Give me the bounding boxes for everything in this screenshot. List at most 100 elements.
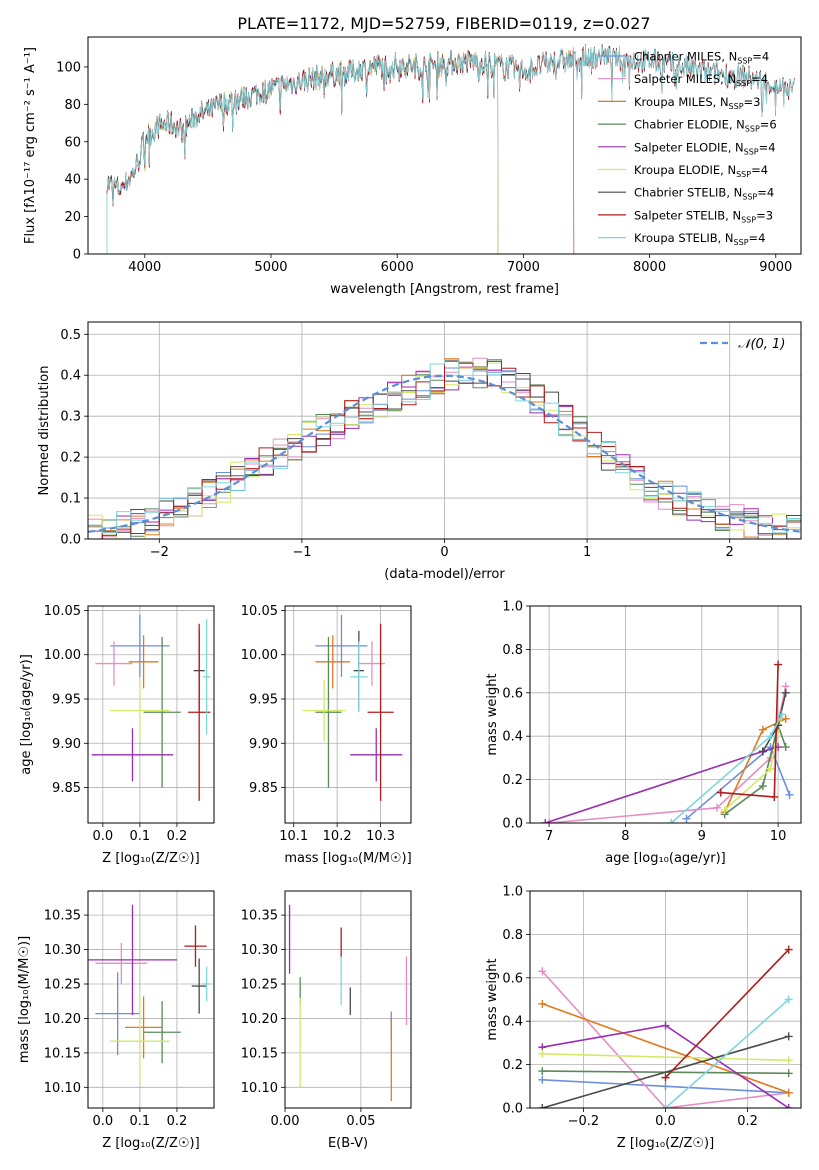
y-tick-label: 0.6 bbox=[502, 686, 523, 701]
y-tick-label: 9.90 bbox=[249, 737, 278, 752]
weight-line-kroupa-elodie bbox=[542, 1053, 789, 1062]
y-tick-label: 0.1 bbox=[60, 492, 81, 507]
x-axis-label: Z [log₁₀(Z/Z☉)] bbox=[617, 1136, 714, 1151]
weight-marker-chabrier-stelib bbox=[538, 1104, 547, 1108]
y-tick-label: 10.30 bbox=[44, 943, 81, 958]
legend-label-chabrier-stelib: Chabrier STELIB, NSSP=4 bbox=[634, 186, 774, 202]
weight-marker-kroupa-elodie bbox=[538, 1049, 547, 1058]
x-tick-label: 6000 bbox=[381, 260, 414, 275]
y-tick-label: 40 bbox=[64, 173, 81, 188]
axes-frame bbox=[87, 605, 215, 824]
y-tick-label: 0.2 bbox=[502, 1058, 523, 1073]
weight-marker-salpeter-elodie bbox=[661, 1021, 670, 1030]
y-tick-label: 0.8 bbox=[502, 928, 523, 943]
weight-marker-chabrier-miles bbox=[661, 1082, 670, 1091]
x-tick-label: 10.1 bbox=[279, 829, 308, 844]
y-tick-label: 10.35 bbox=[44, 909, 81, 924]
x-tick-label: 5000 bbox=[254, 260, 287, 275]
y-tick-label: 9.95 bbox=[52, 693, 81, 708]
y-tick-label: 60 bbox=[64, 135, 81, 150]
x-tick-label: 0.2 bbox=[167, 1114, 188, 1129]
y-tick-label: 0.5 bbox=[60, 328, 81, 343]
weight-marker-chabrier-miles bbox=[682, 814, 691, 823]
weight-marker-kroupa-stelib bbox=[667, 819, 676, 823]
weight-line-salpeter-elodie bbox=[545, 746, 779, 823]
axes-frame bbox=[284, 890, 412, 1109]
x-axis-label: Z [log₁₀(Z/Z☉)] bbox=[102, 851, 199, 866]
x-tick-label: 10.2 bbox=[323, 829, 352, 844]
legend-label-salpeter-elodie: Salpeter ELODIE, NSSP=4 bbox=[634, 140, 776, 156]
y-tick-label: 0.2 bbox=[60, 451, 81, 466]
y-tick-label: 0.0 bbox=[502, 817, 523, 832]
weight-marker-kroupa-stelib bbox=[784, 995, 793, 1004]
plot-area bbox=[302, 614, 403, 801]
y-tick-label: 10.05 bbox=[44, 604, 81, 619]
weight-marker-chabrier-stelib bbox=[781, 688, 790, 697]
y-tick-label: 0.0 bbox=[60, 533, 81, 548]
y-tick-label: 0.8 bbox=[502, 643, 523, 658]
x-tick-label: 7 bbox=[545, 829, 553, 844]
weight-marker-salpeter-stelib bbox=[661, 1073, 670, 1082]
x-tick-label: −0.2 bbox=[568, 1114, 600, 1129]
weight-line-kroupa-miles bbox=[542, 1003, 789, 1094]
y-tick-label: 20 bbox=[64, 210, 81, 225]
y-tick-label: 10.10 bbox=[44, 1081, 81, 1096]
legend-label-salpeter-stelib: Salpeter STELIB, NSSP=3 bbox=[634, 208, 773, 224]
y-tick-label: 0.4 bbox=[502, 730, 523, 745]
gaussian-reference-line bbox=[88, 374, 801, 533]
weight-marker-salpeter-stelib bbox=[716, 788, 725, 797]
y-tick-label: 10.05 bbox=[241, 604, 278, 619]
panel-mass-vs-Z: 0.0 0.1 0.2 10.10 10.15 10.20 10.25 10.30 10.35 Z… bbox=[17, 890, 215, 1151]
y-axis-label: mass [log₁₀(M/M☉)] bbox=[17, 936, 32, 1063]
weight-line-chabrier-stelib bbox=[542, 1035, 789, 1108]
hist-kroupa-stelib bbox=[88, 359, 801, 534]
y-tick-label: 10.10 bbox=[241, 1081, 278, 1096]
axes-frame bbox=[87, 321, 802, 540]
spectrum-line-kroupa-miles bbox=[106, 49, 575, 254]
plot-area bbox=[91, 614, 211, 801]
axes-frame bbox=[284, 605, 412, 824]
y-tick-label: 9.95 bbox=[249, 693, 278, 708]
x-tick-label: 0.1 bbox=[130, 1114, 151, 1129]
weight-marker-salpeter-stelib bbox=[770, 792, 779, 801]
panel-weight-vs-age: 7 8 9 10 0.0 0.2 0.4 0.6 0.8 1.0 age [log₁₀(age/yr… bbox=[485, 600, 802, 866]
y-tick-label: 10.35 bbox=[241, 909, 278, 924]
weight-marker-kroupa-miles bbox=[781, 714, 790, 723]
x-tick-label: 8 bbox=[621, 829, 629, 844]
y-axis-label: Normed distribution bbox=[37, 366, 52, 496]
x-tick-label: 9 bbox=[698, 829, 706, 844]
weight-marker-kroupa-stelib bbox=[661, 1104, 670, 1108]
y-tick-label: 1.0 bbox=[502, 885, 523, 900]
x-tick-label: 0.1 bbox=[130, 829, 151, 844]
axes-frame bbox=[529, 605, 802, 824]
y-axis-label: mass weight bbox=[485, 673, 500, 755]
y-tick-label: 0.6 bbox=[502, 971, 523, 986]
weight-marker-salpeter-miles bbox=[538, 967, 547, 976]
y-tick-label: 0.4 bbox=[60, 369, 81, 384]
weight-marker-kroupa-elodie bbox=[784, 1056, 793, 1065]
weight-line-salpeter-stelib bbox=[664, 949, 790, 1079]
y-tick-label: 80 bbox=[64, 98, 81, 113]
weight-marker-kroupa-stelib bbox=[766, 732, 775, 741]
legend-label-gaussian: 𝒩(0, 1) bbox=[738, 337, 785, 352]
x-tick-label: 7000 bbox=[507, 260, 540, 275]
panel-age-vs-Z: 0.0 0.1 0.2 9.85 9.90 9.95 10.00 10.05 Z [log₁₀(… bbox=[19, 604, 215, 866]
weight-marker-salpeter-stelib bbox=[774, 660, 783, 669]
y-tick-label: 10.00 bbox=[241, 648, 278, 663]
x-tick-label: 10.3 bbox=[366, 829, 395, 844]
legend-label-salpeter-miles: Salpeter MILES, NSSP=4 bbox=[634, 72, 768, 88]
x-tick-label: −2 bbox=[150, 545, 169, 560]
spectrum-legend: Chabrier MILES, NSSP=4 Salpeter MILES, NS… bbox=[598, 50, 777, 247]
weight-marker-salpeter-stelib bbox=[784, 945, 793, 954]
weight-marker-chabrier-elodie bbox=[781, 743, 790, 752]
x-tick-label: 10 bbox=[770, 829, 787, 844]
weight-marker-salpeter-elodie bbox=[541, 819, 550, 823]
y-tick-label: 10.15 bbox=[44, 1046, 81, 1061]
x-axis-label: E(B-V) bbox=[328, 1136, 368, 1151]
x-tick-label: 9000 bbox=[759, 260, 792, 275]
x-tick-label: 0.00 bbox=[271, 1114, 300, 1129]
y-tick-label: 0.4 bbox=[502, 1015, 523, 1030]
x-tick-label: 0.0 bbox=[655, 1114, 676, 1129]
x-tick-label: 0.2 bbox=[167, 829, 188, 844]
